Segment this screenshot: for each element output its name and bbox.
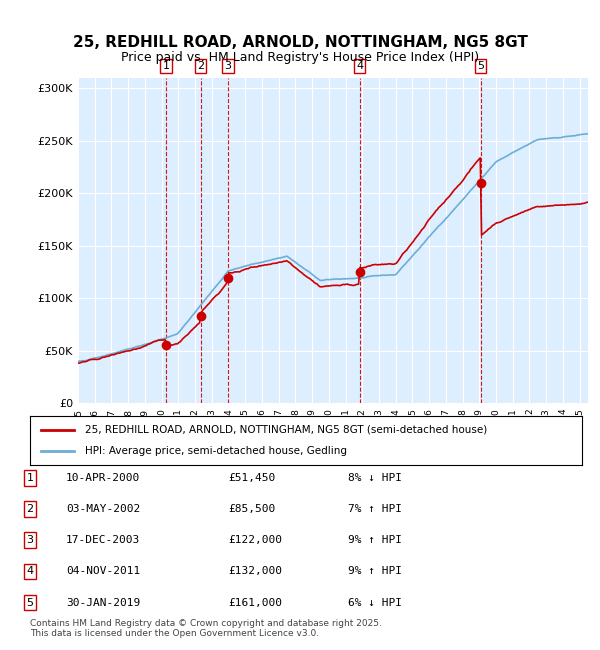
Text: 17-DEC-2003: 17-DEC-2003: [66, 535, 140, 545]
Text: 5: 5: [26, 597, 34, 608]
Text: Contains HM Land Registry data © Crown copyright and database right 2025.
This d: Contains HM Land Registry data © Crown c…: [30, 619, 382, 638]
Text: 25, REDHILL ROAD, ARNOLD, NOTTINGHAM, NG5 8GT: 25, REDHILL ROAD, ARNOLD, NOTTINGHAM, NG…: [73, 34, 527, 50]
Text: HPI: Average price, semi-detached house, Gedling: HPI: Average price, semi-detached house,…: [85, 446, 347, 456]
Text: 4: 4: [26, 566, 34, 577]
Text: 1: 1: [26, 473, 34, 483]
Text: 30-JAN-2019: 30-JAN-2019: [66, 597, 140, 608]
Text: 5: 5: [477, 61, 484, 71]
Text: £51,450: £51,450: [228, 473, 275, 483]
Text: 25, REDHILL ROAD, ARNOLD, NOTTINGHAM, NG5 8GT (semi-detached house): 25, REDHILL ROAD, ARNOLD, NOTTINGHAM, NG…: [85, 424, 487, 435]
Text: 6% ↓ HPI: 6% ↓ HPI: [348, 597, 402, 608]
Text: £85,500: £85,500: [228, 504, 275, 514]
Text: Price paid vs. HM Land Registry's House Price Index (HPI): Price paid vs. HM Land Registry's House …: [121, 51, 479, 64]
Text: 4: 4: [356, 61, 363, 71]
Text: 3: 3: [224, 61, 232, 71]
Text: 2: 2: [197, 61, 204, 71]
Text: 9% ↑ HPI: 9% ↑ HPI: [348, 535, 402, 545]
Text: £161,000: £161,000: [228, 597, 282, 608]
Text: 3: 3: [26, 535, 34, 545]
Text: 1: 1: [163, 61, 170, 71]
Text: 04-NOV-2011: 04-NOV-2011: [66, 566, 140, 577]
Text: £122,000: £122,000: [228, 535, 282, 545]
Text: £132,000: £132,000: [228, 566, 282, 577]
Text: 03-MAY-2002: 03-MAY-2002: [66, 504, 140, 514]
Text: 2: 2: [26, 504, 34, 514]
Text: 8% ↓ HPI: 8% ↓ HPI: [348, 473, 402, 483]
Text: 9% ↑ HPI: 9% ↑ HPI: [348, 566, 402, 577]
Text: 10-APR-2000: 10-APR-2000: [66, 473, 140, 483]
Text: 7% ↑ HPI: 7% ↑ HPI: [348, 504, 402, 514]
